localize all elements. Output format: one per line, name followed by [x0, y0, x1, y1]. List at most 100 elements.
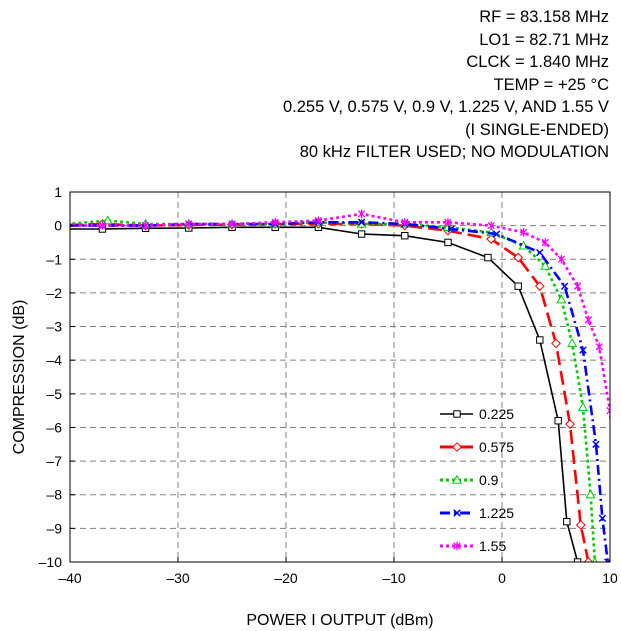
data-point [536, 248, 544, 257]
data-point [447, 225, 455, 233]
data-point [536, 336, 544, 344]
data-point [612, 491, 618, 499]
data-point [228, 219, 236, 229]
legend-item: 0.225 [440, 406, 514, 422]
series-1.225 [45, 218, 610, 562]
y-tick-label: –4 [46, 352, 62, 368]
y-tick-label: –6 [46, 419, 62, 435]
y-tick-label: –3 [46, 319, 62, 335]
data-point [540, 260, 551, 270]
data-point [45, 221, 51, 229]
y-tick-label: –7 [46, 453, 62, 469]
data-point [492, 230, 501, 238]
data-point [575, 520, 586, 530]
data-point [598, 514, 607, 523]
data-point [615, 558, 621, 566]
plot-frame [69, 191, 611, 563]
x-tick-label: –10 [382, 570, 406, 586]
data-point [44, 221, 52, 228]
data-point [444, 238, 452, 247]
data-point [451, 474, 463, 484]
data-point [513, 252, 524, 263]
grid-lines [70, 192, 610, 562]
series-1.55 [45, 209, 621, 566]
legend-label: 0.575 [479, 439, 514, 455]
data-point [185, 219, 193, 229]
data-point [541, 238, 549, 247]
data-point [534, 281, 545, 292]
series-line [70, 226, 579, 562]
data-point [44, 221, 52, 229]
data-point [577, 402, 589, 411]
legend: 0.225 0.575 0.9 1.225 1.55 [440, 406, 514, 554]
x-tick-label: 10 [602, 570, 618, 586]
data-point [606, 406, 610, 415]
data-point [98, 221, 107, 230]
annotation-line: (I SINGLE-ENDED) [465, 120, 609, 139]
data-point [45, 222, 51, 228]
x-tick-label: –20 [274, 570, 298, 586]
data-point [401, 232, 409, 240]
y-tick-label: 0 [54, 218, 62, 234]
annotation-line: RF = 83.158 MHz [479, 8, 609, 26]
series-line [70, 212, 610, 431]
y-tick-label: 1 [54, 184, 62, 200]
y-tick-label: –8 [46, 487, 62, 503]
data-point [45, 226, 51, 232]
chart-annotation: RF = 83.158 MHz LO1 = 82.71 MHz CLCK = 1… [283, 6, 609, 164]
x-tick-label: 0 [498, 570, 506, 586]
data-point [314, 216, 323, 225]
data-point [401, 218, 409, 227]
data-point [563, 517, 571, 526]
series-0.9 [44, 215, 598, 562]
data-point [357, 209, 366, 219]
data-point [519, 228, 528, 237]
data-point [357, 218, 366, 227]
data-point [556, 294, 567, 304]
data-point [560, 282, 569, 290]
annotation-line: TEMP = +25 °C [493, 75, 609, 94]
data-point [487, 221, 495, 230]
series-line [70, 221, 610, 562]
annotation-line: LO1 = 82.71 MHz [479, 30, 609, 49]
data-point [551, 338, 561, 349]
data-point [514, 282, 522, 290]
legend-item: 1.225 [440, 505, 514, 521]
data-point [557, 255, 566, 264]
data-point [595, 342, 603, 351]
x-tick-label: –40 [58, 570, 82, 586]
data-point [453, 410, 461, 418]
y-tick-label: –2 [46, 285, 62, 301]
legend-item: 0.9 [440, 472, 499, 488]
legend-label: 1.55 [479, 538, 506, 554]
y-tick-label: –5 [46, 386, 62, 402]
data-point [357, 230, 366, 238]
y-tick-label: –1 [46, 251, 62, 267]
data-point [592, 440, 600, 449]
annotation-line: 0.255 V, 0.575 V, 0.9 V, 1.225 V, AND 1.… [283, 98, 609, 116]
data-point [453, 509, 461, 517]
data-point [452, 442, 462, 452]
data-point [565, 419, 575, 429]
data-point [444, 218, 452, 227]
data-point [484, 253, 492, 262]
data-point [102, 215, 113, 225]
annotation-line: CLCK = 1.840 MHz [466, 53, 609, 71]
data-point [554, 417, 562, 425]
data-point [573, 281, 582, 291]
data-point [585, 489, 596, 499]
legend-label: 0.9 [479, 472, 499, 488]
x-axis-label: POWER I OUTPUT (dBm) [246, 612, 433, 629]
legend-label: 0.225 [479, 406, 514, 422]
data-series [44, 209, 621, 566]
y-tick-label: –9 [46, 520, 62, 536]
annotation-line: 80 kHz FILTER USED; NO MODULATION [299, 143, 609, 161]
data-point [141, 221, 150, 230]
legend-label: 1.225 [479, 505, 514, 521]
legend-item: 0.575 [440, 439, 514, 455]
data-point [453, 541, 461, 551]
y-axis-label: COMPRESSION (dB) [11, 300, 28, 455]
x-tick-label: –30 [166, 570, 190, 586]
data-point [271, 218, 279, 227]
